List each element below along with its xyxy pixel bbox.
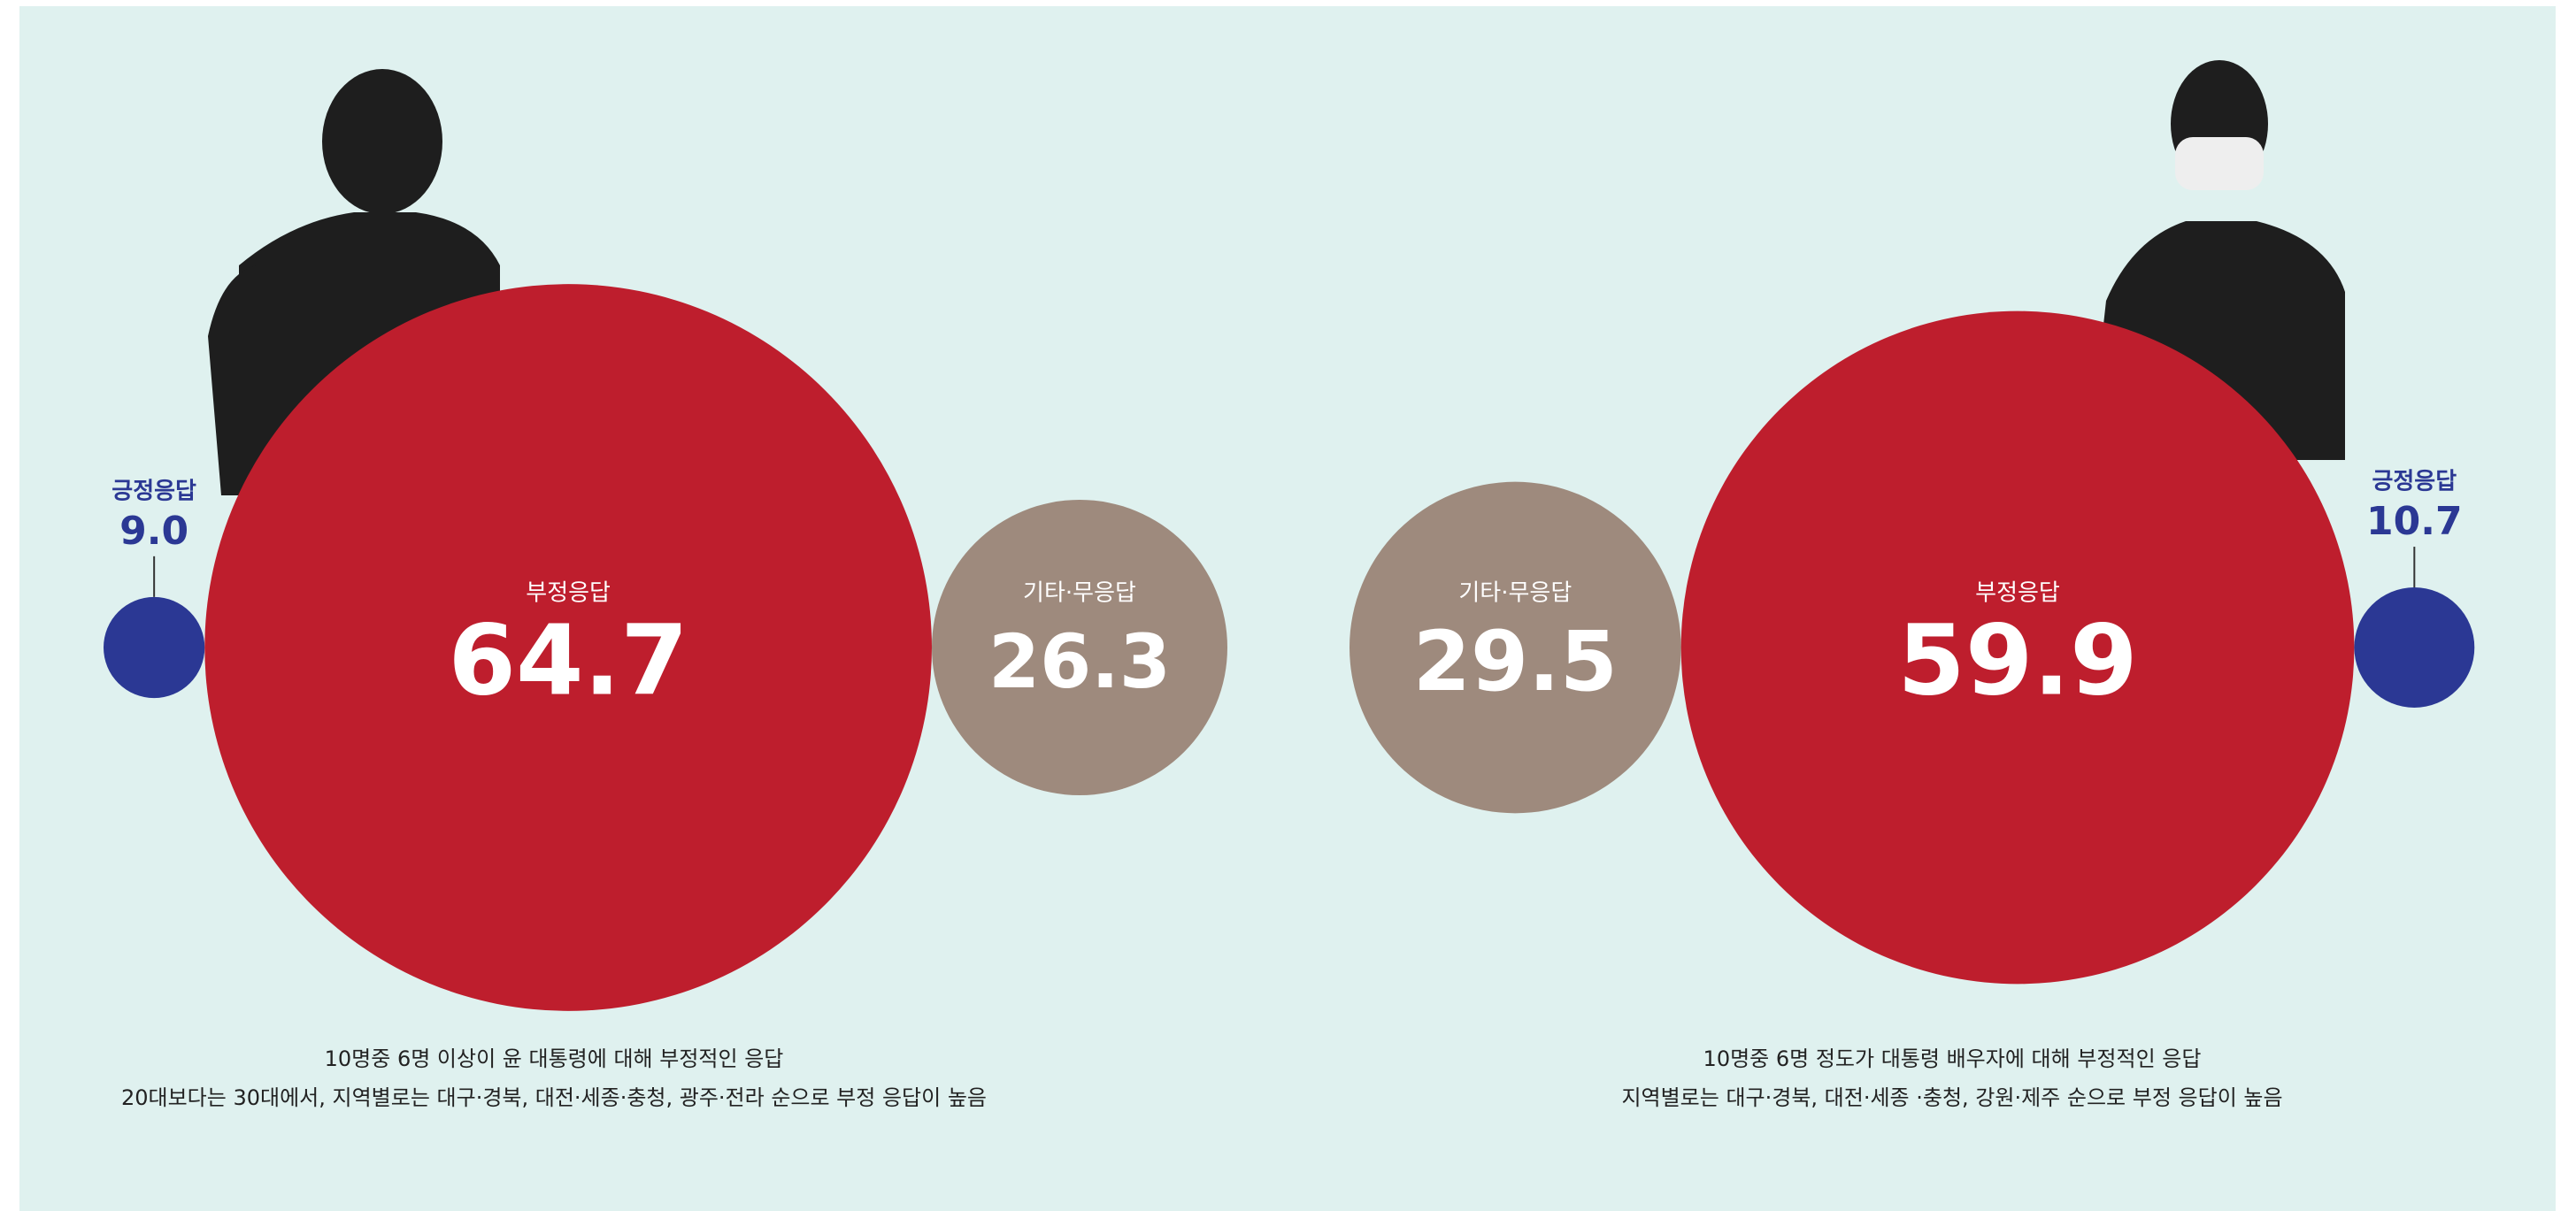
- caption: 10명중 6명 정도가 대통령 배우자에 대해 부정적인 응답: [1703, 1046, 2202, 1071]
- bubble: [204, 284, 932, 1011]
- caption: 10명중 6명 이상이 윤 대통령에 대해 부정적인 응답: [325, 1046, 784, 1071]
- bubble-value: 9.0: [119, 509, 188, 554]
- caption: 지역별로는 대구·경북, 대전·세종 ·충청, 강원·제주 순으로 부정 응답이…: [1621, 1085, 2282, 1110]
- bubble-category: 기타·무응답: [1023, 580, 1136, 607]
- bubble: [103, 596, 205, 699]
- bubble-category: 기타·무응답: [1458, 580, 1572, 607]
- bubble: [1350, 481, 1681, 814]
- bubble-category: 부정응답: [1975, 580, 2060, 607]
- bubble-value: 26.3: [988, 618, 1171, 705]
- bubble-value: 29.5: [1413, 614, 1618, 710]
- bubble: [2354, 587, 2475, 708]
- bubble-category: 긍정응답: [111, 478, 196, 504]
- bubble-category: 긍정응답: [2372, 469, 2457, 495]
- bubble-category: 부정응답: [526, 580, 611, 607]
- bubble: [1680, 310, 2355, 985]
- caption: 20대보다는 30대에서, 지역별로는 대구·경북, 대전·세종·충청, 광주·…: [121, 1085, 987, 1110]
- bubble-value: 10.7: [2366, 499, 2463, 544]
- bubble: [931, 499, 1227, 796]
- bubble-value: 64.7: [448, 603, 688, 717]
- bubble-value: 59.9: [1897, 603, 2137, 717]
